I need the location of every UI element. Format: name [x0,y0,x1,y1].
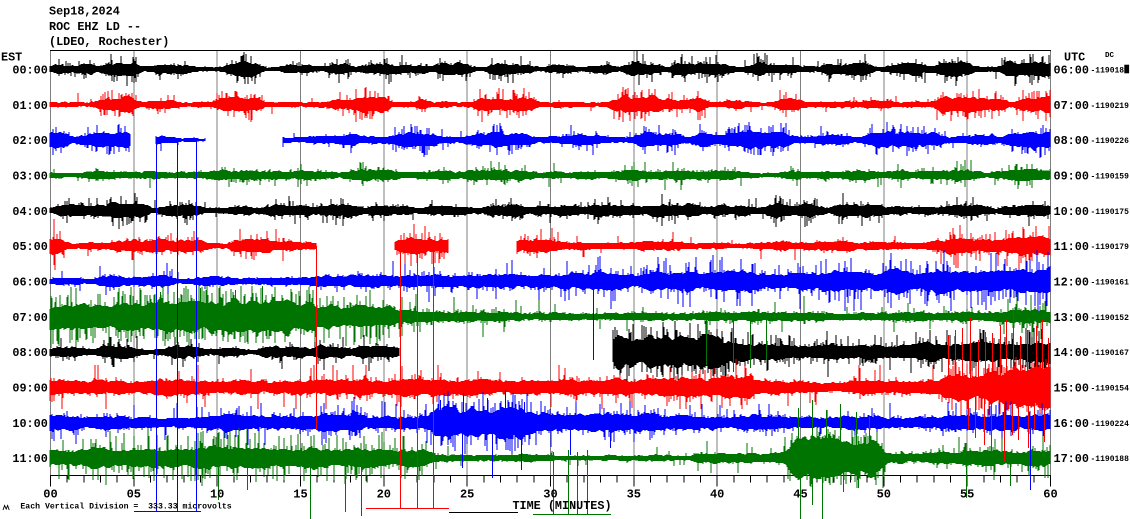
svg-text:30: 30 [543,488,557,502]
svg-text:25: 25 [460,488,474,502]
svg-text:17:00: 17:00 [1054,452,1089,466]
svg-text:06:00: 06:00 [12,276,47,290]
svg-text:09:00: 09:00 [12,382,47,396]
svg-text:05: 05 [127,488,141,502]
svg-text:00:00: 00:00 [12,63,47,77]
svg-text:-1190226: -1190226 [1091,137,1130,146]
svg-text:45: 45 [793,488,807,502]
svg-text:10:00: 10:00 [12,417,47,431]
svg-text:50: 50 [877,488,891,502]
svg-text:13:00: 13:00 [1054,311,1089,325]
svg-text:04:00: 04:00 [12,205,47,219]
svg-text:40: 40 [710,488,724,502]
svg-text:-1190154: -1190154 [1091,385,1130,394]
svg-text:-1190175: -1190175 [1091,208,1130,217]
svg-text:20: 20 [377,488,391,502]
svg-text:05:00: 05:00 [12,240,47,254]
svg-text:00: 00 [43,488,57,502]
svg-text:Sep18,2024: Sep18,2024 [49,5,120,19]
svg-text:02:00: 02:00 [12,134,47,148]
svg-text:-1190219: -1190219 [1091,102,1130,111]
svg-text:14:00: 14:00 [1054,346,1089,360]
svg-text:(LDEO, Rochester): (LDEO, Rochester) [49,35,169,49]
svg-text:15:00: 15:00 [1054,382,1089,396]
svg-text:35: 35 [627,488,641,502]
svg-text:07:00: 07:00 [12,311,47,325]
svg-text:09:00: 09:00 [1054,169,1089,183]
svg-text:-1190179: -1190179 [1091,243,1130,252]
svg-text:03:00: 03:00 [12,169,47,183]
svg-text:01:00: 01:00 [12,99,47,113]
svg-text:-1190167: -1190167 [1091,349,1130,358]
svg-text:DC: DC [1105,52,1115,60]
svg-text:15: 15 [293,488,307,502]
svg-text:-1190224: -1190224 [1091,420,1130,429]
svg-text:-1190188: -1190188 [1091,455,1130,464]
svg-text:08:00: 08:00 [1054,134,1089,148]
svg-text:-1190152: -1190152 [1091,314,1130,323]
svg-text:EST: EST [1,50,22,64]
svg-text:-119018: -119018 [1091,66,1125,75]
svg-text:06:00: 06:00 [1054,63,1089,77]
svg-text:10:00: 10:00 [1054,205,1089,219]
svg-text:60: 60 [1043,488,1057,502]
svg-text:TIME (MINUTES): TIME (MINUTES) [512,499,611,513]
svg-text:11:00: 11:00 [12,452,47,466]
svg-text:10: 10 [210,488,224,502]
svg-text:07:00: 07:00 [1054,99,1089,113]
svg-text:12:00: 12:00 [1054,276,1089,290]
svg-text:11:00: 11:00 [1054,240,1089,254]
svg-text:UTC: UTC [1064,50,1085,64]
svg-text:ROC EHZ LD --: ROC EHZ LD -- [49,20,141,34]
svg-text:08:00: 08:00 [12,346,47,360]
svg-text:16:00: 16:00 [1054,417,1089,431]
svg-text:-1190161: -1190161 [1091,279,1130,288]
svg-text:Each Vertical Division = 333.: Each Vertical Division = 333.33 microvol… [20,502,231,512]
svg-text:55: 55 [960,488,974,502]
svg-text:-1190159: -1190159 [1091,172,1130,181]
